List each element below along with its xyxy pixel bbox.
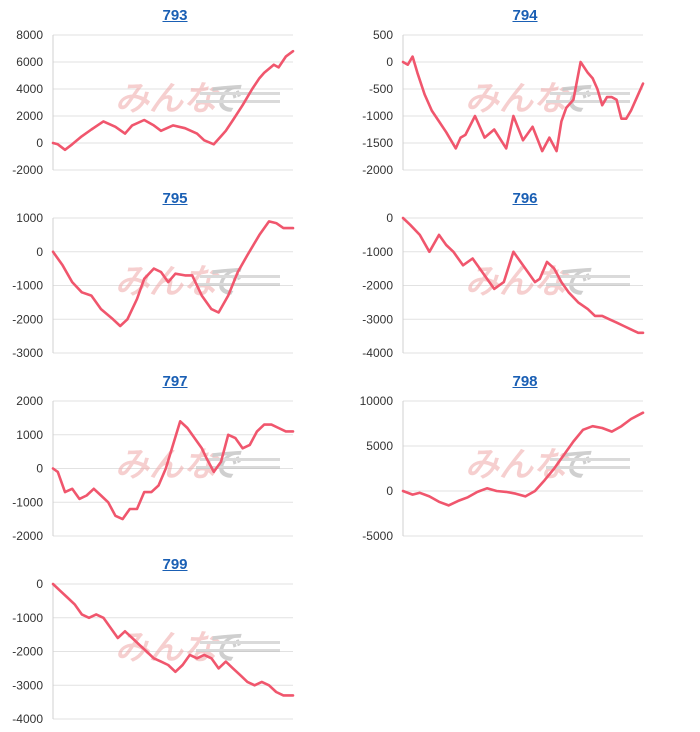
- svg-text:で: で: [555, 445, 592, 485]
- y-tick-label: -2000: [12, 312, 43, 326]
- y-tick-label: 10000: [360, 394, 394, 408]
- y-tick-label: 8000: [16, 28, 43, 42]
- y-tick-label: 5000: [366, 439, 393, 453]
- svg-text:で: で: [205, 628, 242, 668]
- y-tick-label: -2000: [362, 163, 393, 177]
- y-tick-label: -4000: [362, 346, 393, 360]
- chart-title-link[interactable]: 794: [512, 7, 538, 24]
- chart-panel-799: 799 0 -1000 -2000 -3000 -4000 みんなで: [0, 549, 350, 732]
- y-tick-label: -2000: [12, 645, 43, 659]
- svg-text:で: で: [205, 262, 242, 302]
- chart-panel-795: 795 1000 0 -1000 -2000 -3000 みんなで: [0, 183, 350, 366]
- y-tick-label: -1000: [12, 495, 43, 509]
- y-tick-label: 1000: [16, 211, 43, 225]
- svg-text:みんな: みんな: [115, 628, 220, 668]
- y-tick-label: 0: [386, 211, 393, 225]
- chart-title-container: 795: [0, 190, 350, 208]
- svg-text:で: で: [205, 79, 242, 119]
- y-tick-label: 6000: [16, 55, 43, 69]
- chart-title-link[interactable]: 797: [162, 373, 188, 390]
- y-tick-label: -1500: [362, 136, 393, 150]
- y-tick-label: 0: [36, 245, 43, 259]
- y-tick-label: -2000: [12, 529, 43, 543]
- y-tick-label: 500: [373, 28, 393, 42]
- y-tick-label: -5000: [362, 529, 393, 543]
- chart-title-container: 796: [350, 190, 700, 208]
- y-tick-label: 0: [386, 55, 393, 69]
- series-line: [401, 55, 645, 153]
- series-line: [51, 419, 295, 521]
- y-tick-label: 4000: [16, 82, 43, 96]
- chart-title-link[interactable]: 799: [162, 556, 188, 573]
- chart-title-link[interactable]: 795: [162, 190, 188, 207]
- series-line: [401, 216, 645, 335]
- chart-panel-798: 798 10000 5000 0 -5000 みんなで: [350, 366, 700, 549]
- chart-panel-796: 796 0 -1000 -2000 -3000 -4000 みんなで: [350, 183, 700, 366]
- y-tick-label: -1000: [362, 109, 393, 123]
- series-line: [51, 220, 295, 328]
- y-tick-label: -2000: [12, 163, 43, 177]
- series-line: [401, 411, 645, 507]
- y-tick-label: -3000: [362, 312, 393, 326]
- chart-title-container: 793: [0, 7, 350, 25]
- y-tick-label: -3000: [12, 678, 43, 692]
- chart-title-container: 798: [350, 373, 700, 391]
- y-tick-label: 0: [36, 136, 43, 150]
- y-tick-label: 0: [386, 484, 393, 498]
- chart-panel-797: 797 2000 1000 0 -1000 -2000 みんなで: [0, 366, 350, 549]
- chart-title-container: 794: [350, 7, 700, 25]
- y-tick-label: -500: [369, 82, 393, 96]
- chart-title-link[interactable]: 793: [162, 7, 188, 24]
- y-tick-label: 2000: [16, 109, 43, 123]
- y-tick-label: 2000: [16, 394, 43, 408]
- y-tick-label: 0: [36, 577, 43, 591]
- chart-panel-793: 793 8000 6000 4000 2000 0 -2000 みんなで: [0, 0, 350, 183]
- chart-title-container: 799: [0, 556, 350, 574]
- y-tick-label: -3000: [12, 346, 43, 360]
- y-tick-label: -1000: [12, 611, 43, 625]
- chart-panel-794: 794 500 0 -500 -1000 -1500 -2000 みんなで: [350, 0, 700, 183]
- y-tick-label: -1000: [362, 245, 393, 259]
- y-tick-label: -1000: [12, 279, 43, 293]
- chart-title-link[interactable]: 796: [512, 190, 538, 207]
- y-tick-label: -4000: [12, 712, 43, 726]
- svg-text:みんな: みんな: [115, 79, 220, 119]
- chart-title-container: 797: [0, 373, 350, 391]
- series-line: [51, 582, 295, 697]
- chart-title-link[interactable]: 798: [512, 373, 538, 390]
- y-tick-label: 0: [36, 462, 43, 476]
- svg-text:みんな: みんな: [465, 445, 570, 485]
- y-tick-label: 1000: [16, 428, 43, 442]
- y-tick-label: -2000: [362, 279, 393, 293]
- svg-text:みんな: みんな: [465, 79, 570, 119]
- series-line: [51, 49, 295, 152]
